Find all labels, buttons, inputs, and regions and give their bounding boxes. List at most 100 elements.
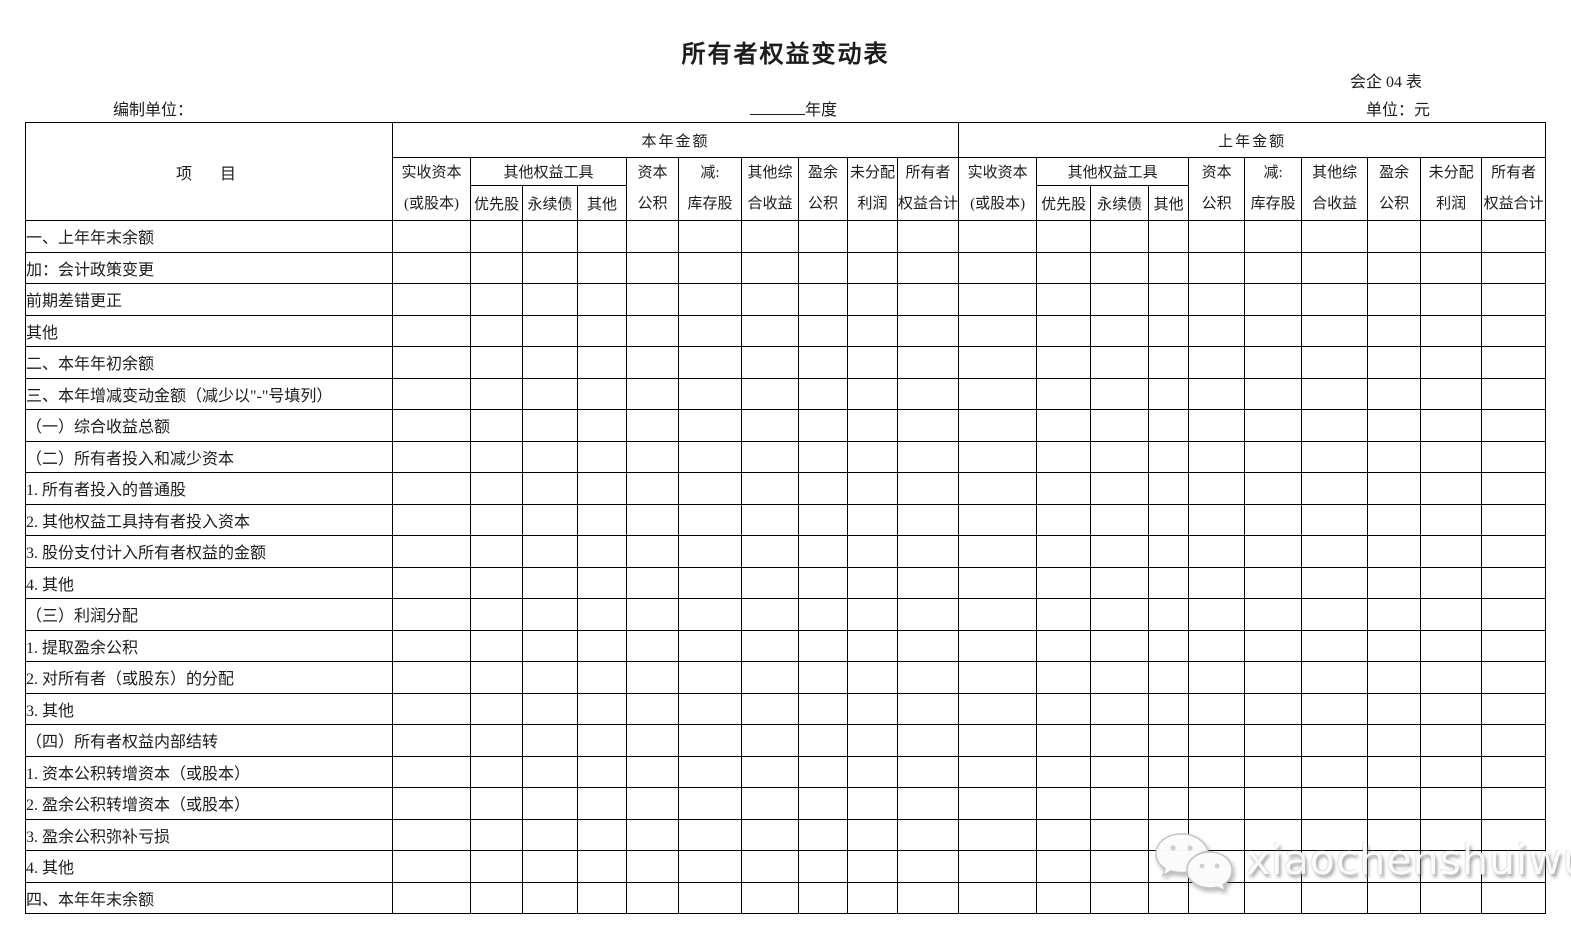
empty-amount-cell — [1420, 629, 1483, 662]
table-row: 2. 盈余公积转增资本（或股本） — [25, 787, 1547, 820]
empty-amount-cell — [522, 314, 578, 347]
empty-amount-cell — [1301, 283, 1369, 316]
empty-amount-cell — [1301, 220, 1369, 253]
empty-amount-cell — [522, 566, 578, 599]
empty-amount-cell — [958, 220, 1038, 253]
empty-amount-cell — [741, 787, 799, 820]
row-label: 1. 资本公积转增资本（或股本） — [25, 755, 393, 788]
empty-amount-cell — [522, 598, 578, 631]
empty-amount-cell — [1481, 409, 1547, 442]
empty-amount-cell — [1188, 409, 1246, 442]
empty-amount-cell — [470, 472, 523, 505]
empty-amount-cell — [1367, 251, 1422, 284]
empty-amount-cell — [522, 692, 578, 725]
empty-amount-cell — [741, 724, 799, 757]
row-label: （二）所有者投入和减少资本 — [25, 440, 393, 473]
col-preferred-shares: 优先股 — [470, 185, 523, 221]
empty-amount-cell — [1090, 251, 1150, 284]
empty-amount-cell — [1481, 787, 1547, 820]
empty-amount-cell — [1148, 692, 1190, 725]
empty-amount-cell — [1188, 503, 1246, 536]
empty-amount-cell — [1090, 283, 1150, 316]
empty-amount-cell — [1244, 755, 1303, 788]
empty-amount-cell — [1090, 598, 1150, 631]
empty-amount-cell — [741, 598, 799, 631]
empty-amount-cell — [678, 629, 742, 662]
table-row: 3. 股份支付计入所有者权益的金额 — [25, 535, 1547, 568]
empty-amount-cell — [847, 440, 898, 473]
empty-amount-cell — [678, 409, 742, 442]
empty-amount-cell — [1481, 724, 1547, 757]
empty-amount-cell — [958, 818, 1038, 851]
empty-amount-cell — [626, 881, 679, 914]
empty-amount-cell — [1367, 598, 1422, 631]
col-preferred-shares: 优先股 — [1036, 185, 1092, 221]
empty-amount-cell — [1244, 661, 1303, 694]
empty-amount-cell — [1188, 566, 1246, 599]
unit-label: 单位：元 — [1366, 102, 1431, 119]
empty-amount-cell — [577, 377, 627, 410]
empty-amount-cell — [1420, 283, 1483, 316]
empty-amount-cell — [1148, 850, 1190, 883]
empty-amount-cell — [678, 472, 742, 505]
empty-amount-cell — [1148, 535, 1190, 568]
empty-amount-cell — [1481, 598, 1547, 631]
empty-amount-cell — [896, 346, 960, 379]
empty-amount-cell — [1301, 440, 1369, 473]
empty-amount-cell — [1420, 724, 1483, 757]
empty-amount-cell — [896, 818, 960, 851]
empty-amount-cell — [392, 283, 471, 316]
table-row: 2. 其他权益工具持有者投入资本 — [25, 503, 1547, 536]
empty-amount-cell — [1481, 377, 1547, 410]
empty-amount-cell — [798, 629, 848, 662]
empty-amount-cell — [958, 850, 1038, 883]
empty-amount-cell — [522, 346, 578, 379]
empty-amount-cell — [577, 881, 627, 914]
empty-amount-cell — [522, 755, 578, 788]
empty-amount-cell — [1244, 220, 1303, 253]
empty-amount-cell — [678, 787, 742, 820]
empty-amount-cell — [847, 881, 898, 914]
empty-amount-cell — [678, 346, 742, 379]
empty-amount-cell — [1301, 535, 1369, 568]
empty-amount-cell — [626, 440, 679, 473]
empty-amount-cell — [678, 440, 742, 473]
empty-amount-cell — [470, 314, 523, 347]
empty-amount-cell — [1301, 346, 1369, 379]
empty-amount-cell — [1367, 850, 1422, 883]
row-label: 一、上年年末余额 — [25, 220, 393, 253]
empty-amount-cell — [626, 598, 679, 631]
empty-amount-cell — [1148, 566, 1190, 599]
empty-amount-cell — [392, 251, 471, 284]
empty-amount-cell — [798, 440, 848, 473]
empty-amount-cell — [847, 220, 898, 253]
empty-amount-cell — [1481, 818, 1547, 851]
empty-amount-cell — [741, 346, 799, 379]
empty-amount-cell — [577, 440, 627, 473]
row-label: 4. 其他 — [25, 850, 393, 883]
empty-amount-cell — [1244, 881, 1303, 914]
empty-amount-cell — [1036, 440, 1092, 473]
form-code-label: 会企 04 表 — [1350, 74, 1423, 91]
empty-amount-cell — [1090, 535, 1150, 568]
empty-amount-cell — [1301, 629, 1369, 662]
empty-amount-cell — [1244, 692, 1303, 725]
empty-amount-cell — [626, 755, 679, 788]
empty-amount-cell — [1148, 503, 1190, 536]
empty-amount-cell — [1036, 220, 1092, 253]
empty-amount-cell — [1244, 818, 1303, 851]
row-label: 2. 其他权益工具持有者投入资本 — [25, 503, 393, 536]
empty-amount-cell — [1481, 881, 1547, 914]
empty-amount-cell — [1367, 629, 1422, 662]
empty-amount-cell — [1367, 881, 1422, 914]
empty-amount-cell — [1481, 755, 1547, 788]
empty-amount-cell — [1420, 377, 1483, 410]
col-surplus-reserve: 盈余 公积 — [798, 157, 848, 221]
empty-amount-cell — [741, 881, 799, 914]
empty-amount-cell — [847, 535, 898, 568]
empty-amount-cell — [626, 377, 679, 410]
empty-amount-cell — [470, 409, 523, 442]
empty-amount-cell — [1090, 755, 1150, 788]
empty-amount-cell — [1036, 755, 1092, 788]
col-other-comprehensive-income: 其他综 合收益 — [1301, 157, 1369, 221]
